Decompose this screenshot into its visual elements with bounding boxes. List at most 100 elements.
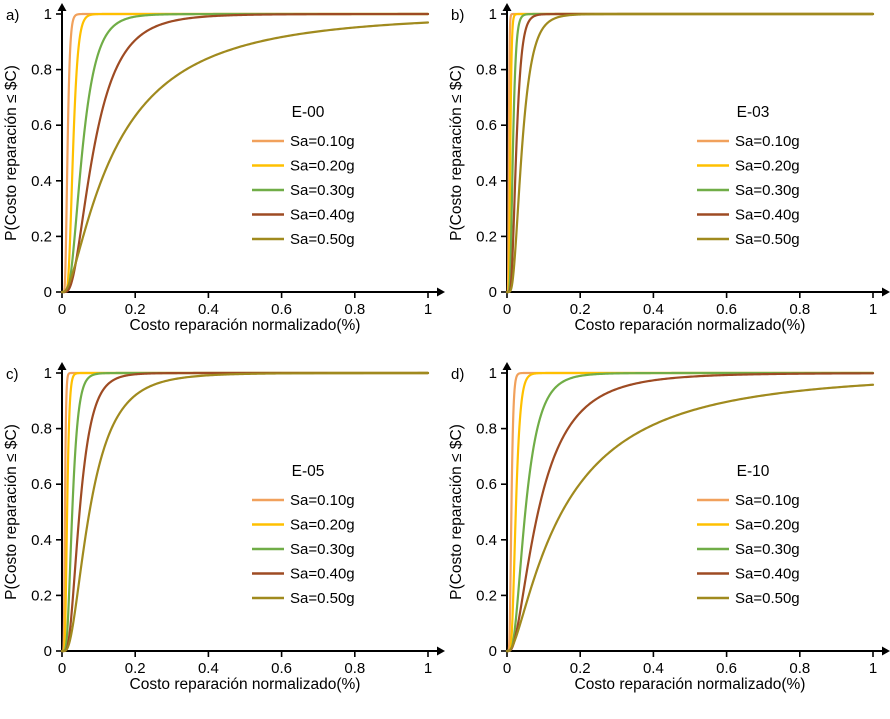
x-tick-label: 0.6 xyxy=(716,301,737,318)
x-axis-arrow-icon xyxy=(437,646,445,656)
legend-label-sa-0-20g: Sa=0.20g xyxy=(735,158,800,175)
legend-label-sa-0-50g: Sa=0.50g xyxy=(735,590,800,607)
legend-label-sa-0-30g: Sa=0.30g xyxy=(290,182,355,199)
y-tick-label: 0.6 xyxy=(476,476,497,493)
y-tick-label: 1 xyxy=(44,365,52,382)
x-axis-label: Costo reparación normalizado(%) xyxy=(130,317,361,334)
panel-letter: d) xyxy=(451,366,464,383)
curve-sa-0-10g xyxy=(505,12,875,294)
chart-svg-d: 0 0.2 0.4 0.6 0.8 1 0 0.2 0.4 0.6 0.8 1 Costo repara… xyxy=(448,362,890,693)
x-tick-label: 0.4 xyxy=(198,660,219,677)
x-tick-label: 0.2 xyxy=(570,660,591,677)
x-tick-label: 0.4 xyxy=(643,301,664,318)
legend-title: E-10 xyxy=(737,463,770,480)
legend-label-sa-0-30g: Sa=0.30g xyxy=(735,182,800,199)
y-tick-label: 0 xyxy=(44,643,52,660)
panel-letter: c) xyxy=(6,366,19,383)
x-tick-label: 0.2 xyxy=(125,301,146,318)
curve-sa-0-50g xyxy=(60,21,430,294)
curve-sa-0-40g xyxy=(60,371,430,653)
y-axis-arrow-icon xyxy=(57,3,67,11)
legend-label-sa-0-50g: Sa=0.50g xyxy=(735,231,800,248)
y-axis-arrow-icon xyxy=(502,362,512,370)
curve-sa-0-20g xyxy=(505,12,875,294)
chart-panel-b: 0 0.2 0.4 0.6 0.8 1 0 0.2 0.4 0.6 0.8 1 Costo repara… xyxy=(445,0,890,359)
y-axis-label: P(Costo reparación ≤ $C) xyxy=(448,424,465,600)
y-tick-label: 1 xyxy=(489,365,497,382)
y-tick-label: 0.4 xyxy=(476,173,497,190)
y-tick-label: 0.6 xyxy=(476,117,497,134)
x-tick-label: 1 xyxy=(869,660,877,677)
chart-panel-c: 0 0.2 0.4 0.6 0.8 1 0 0.2 0.4 0.6 0.8 1 Costo repara… xyxy=(0,359,445,718)
legend-label-sa-0-50g: Sa=0.50g xyxy=(290,590,355,607)
legend-title: E-05 xyxy=(292,463,325,480)
y-tick-label: 1 xyxy=(489,6,497,23)
y-axis-label: P(Costo reparación ≤ $C) xyxy=(448,65,465,241)
x-axis-arrow-icon xyxy=(437,287,445,297)
chart-svg-c: 0 0.2 0.4 0.6 0.8 1 0 0.2 0.4 0.6 0.8 1 Costo repara… xyxy=(3,362,445,693)
x-tick-label: 0 xyxy=(503,660,511,677)
legend-label-sa-0-20g: Sa=0.20g xyxy=(290,158,355,175)
y-tick-label: 0.6 xyxy=(31,117,52,134)
legend-label-sa-0-30g: Sa=0.30g xyxy=(735,541,800,558)
y-tick-label: 0 xyxy=(489,643,497,660)
y-tick-label: 0.8 xyxy=(31,62,52,79)
y-tick-label: 0.4 xyxy=(31,173,52,190)
y-tick-label: 0.8 xyxy=(31,421,52,438)
y-tick-label: 0 xyxy=(44,284,52,301)
legend-title: E-00 xyxy=(292,104,325,121)
legend-label-sa-0-10g: Sa=0.10g xyxy=(290,133,355,150)
chart-svg-a: 0 0.2 0.4 0.6 0.8 1 0 0.2 0.4 0.6 0.8 1 Costo repara… xyxy=(3,3,445,334)
legend-label-sa-0-40g: Sa=0.40g xyxy=(290,566,355,583)
x-tick-label: 0 xyxy=(503,301,511,318)
y-axis-label: P(Costo reparación ≤ $C) xyxy=(3,424,20,600)
x-tick-label: 0.8 xyxy=(344,301,365,318)
y-tick-label: 0.8 xyxy=(476,62,497,79)
legend-label-sa-0-40g: Sa=0.40g xyxy=(735,207,800,224)
x-axis-label: Costo reparación normalizado(%) xyxy=(130,676,361,693)
curve-sa-0-30g xyxy=(505,371,875,653)
curve-sa-0-30g xyxy=(60,371,430,653)
x-axis-arrow-icon xyxy=(882,646,890,656)
panel-letter: a) xyxy=(6,7,19,24)
y-tick-label: 1 xyxy=(44,6,52,23)
y-tick-label: 0.2 xyxy=(476,587,497,604)
x-tick-label: 0.2 xyxy=(125,660,146,677)
y-tick-label: 0.2 xyxy=(31,228,52,245)
curve-sa-0-30g xyxy=(505,12,875,294)
curve-sa-0-50g xyxy=(60,371,430,653)
curve-sa-0-40g xyxy=(60,12,430,294)
x-tick-label: 0.8 xyxy=(344,660,365,677)
legend-label-sa-0-30g: Sa=0.30g xyxy=(290,541,355,558)
x-tick-label: 1 xyxy=(424,301,432,318)
x-tick-label: 0.8 xyxy=(789,301,810,318)
chart-panel-d: 0 0.2 0.4 0.6 0.8 1 0 0.2 0.4 0.6 0.8 1 Costo repara… xyxy=(445,359,890,718)
chart-svg-b: 0 0.2 0.4 0.6 0.8 1 0 0.2 0.4 0.6 0.8 1 Costo repara… xyxy=(448,3,890,334)
curve-sa-0-50g xyxy=(505,383,875,653)
y-axis-arrow-icon xyxy=(502,3,512,11)
curve-sa-0-40g xyxy=(505,12,875,294)
curve-sa-0-10g xyxy=(60,371,430,653)
y-axis-label: P(Costo reparación ≤ $C) xyxy=(3,65,20,241)
curve-sa-0-20g xyxy=(60,12,430,294)
x-tick-label: 0.2 xyxy=(570,301,591,318)
x-tick-label: 0.4 xyxy=(643,660,664,677)
legend-label-sa-0-20g: Sa=0.20g xyxy=(735,517,800,534)
legend-label-sa-0-10g: Sa=0.10g xyxy=(735,133,800,150)
legend-label-sa-0-10g: Sa=0.10g xyxy=(735,492,800,509)
x-axis-arrow-icon xyxy=(882,287,890,297)
y-axis-arrow-icon xyxy=(57,362,67,370)
x-axis-label: Costo reparación normalizado(%) xyxy=(575,676,806,693)
legend-label-sa-0-40g: Sa=0.40g xyxy=(735,566,800,583)
x-tick-label: 0 xyxy=(58,660,66,677)
legend-title: E-03 xyxy=(737,104,770,121)
x-tick-label: 0.4 xyxy=(198,301,219,318)
x-tick-label: 0.6 xyxy=(271,660,292,677)
panel-letter: b) xyxy=(451,7,464,24)
x-tick-label: 0.6 xyxy=(271,301,292,318)
legend-label-sa-0-10g: Sa=0.10g xyxy=(290,492,355,509)
curve-sa-0-50g xyxy=(505,12,875,294)
legend-label-sa-0-20g: Sa=0.20g xyxy=(290,517,355,534)
curve-sa-0-20g xyxy=(60,371,430,653)
